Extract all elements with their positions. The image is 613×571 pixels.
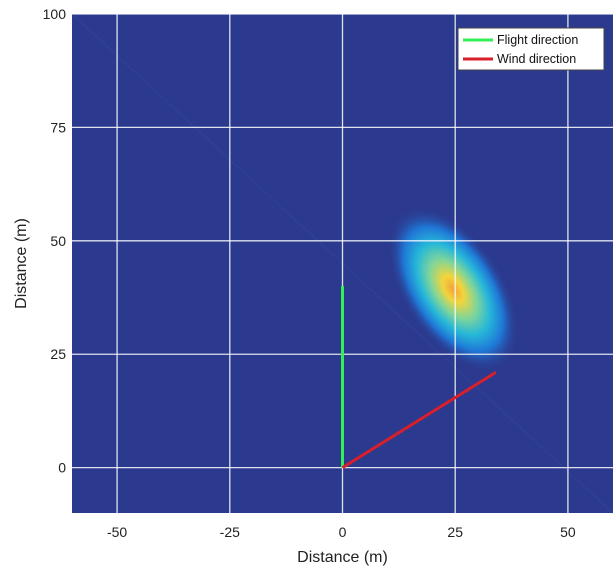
legend: Flight direction Wind direction: [457, 27, 605, 71]
plume-blob: [387, 207, 519, 372]
y-tick-label: 75: [50, 119, 66, 135]
x-tick-label: 50: [560, 524, 576, 540]
legend-label-wind-direction: Wind direction: [497, 52, 576, 66]
grid-lines: [72, 13, 613, 513]
legend-label-flight-direction: Flight direction: [497, 33, 578, 47]
legend-box: [457, 27, 605, 71]
x-tick-labels: -50 -25 0 25 50: [107, 524, 576, 540]
y-axis-label: Distance (m): [13, 218, 30, 309]
y-tick-label: 100: [43, 6, 67, 22]
wind-direction-line: [341, 371, 497, 469]
x-tick-label: 25: [447, 524, 463, 540]
y-tick-label: 25: [50, 346, 66, 362]
direction-lines: [341, 286, 497, 469]
x-tick-label: -25: [220, 524, 240, 540]
y-tick-label: 0: [58, 460, 66, 476]
x-tick-label: 0: [339, 524, 347, 540]
x-axis-label: Distance (m): [297, 549, 388, 566]
y-tick-label: 50: [50, 233, 66, 249]
y-tick-labels: 0 25 50 75 100: [43, 6, 67, 476]
x-tick-label: -50: [107, 524, 127, 540]
